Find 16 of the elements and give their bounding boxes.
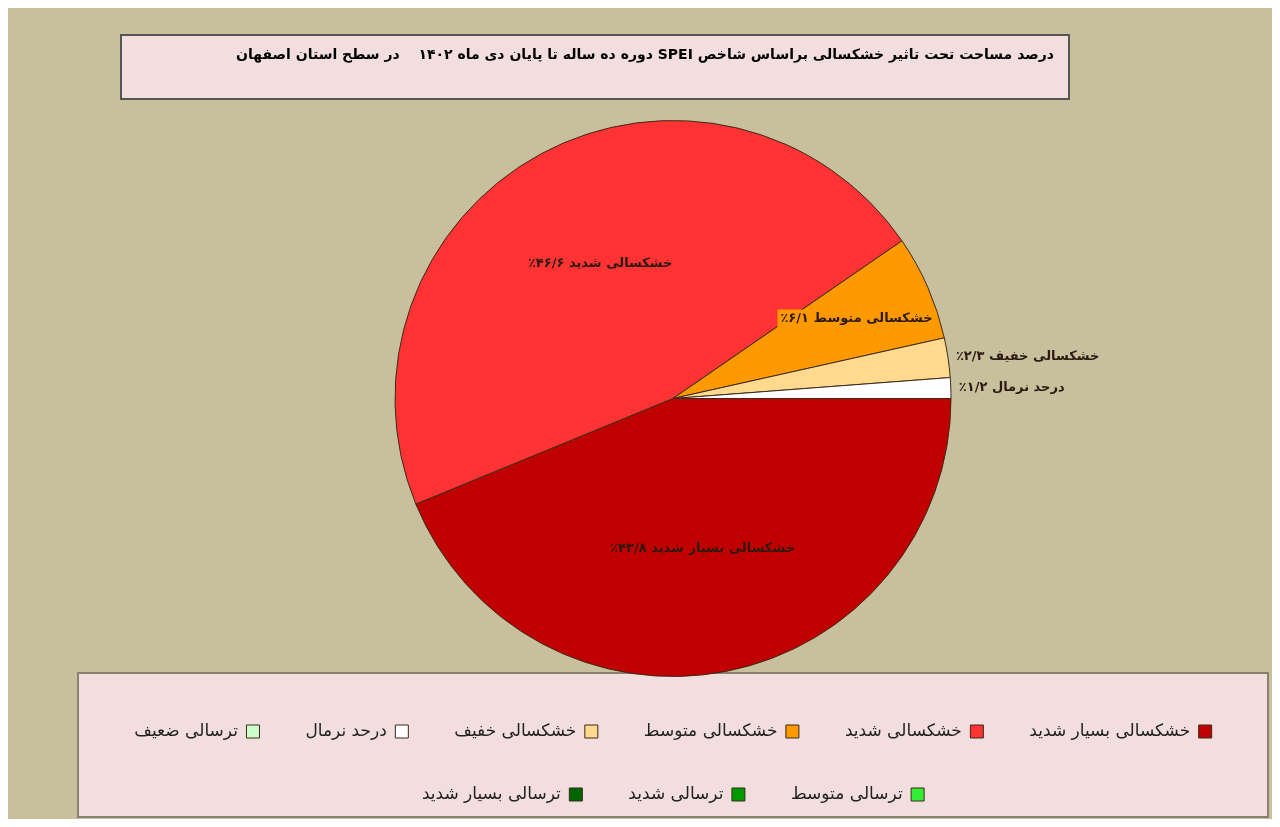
category-label: خشکسالی بسیار شدید ۴۳/۸٪ <box>610 539 796 555</box>
legend-label: خشکسالی شدید <box>844 719 962 740</box>
legend-label: خشکسالی خفیف <box>454 719 577 740</box>
category-label: درحد نرمال ۱/۲٪ <box>958 379 1065 395</box>
category-label: خشکسالی شدید ۴۶/۶٪ <box>527 255 673 271</box>
legend-label: ترسالی متوسط <box>790 782 903 803</box>
legend-label: درحد نرمال <box>305 719 387 740</box>
category-label: خشکسالی متوسط ۶/۱٪ <box>780 309 933 325</box>
legend-label: خشکسالی بسیار شدید <box>1029 719 1191 740</box>
category-label: خشکسالی خفیف ۲/۳٪ <box>955 347 1100 363</box>
legend-label: خشکسالی متوسط <box>643 719 778 740</box>
legend-label: ترسالی ضعیف <box>134 719 239 740</box>
legend-label: ترسالی شدید <box>628 782 724 803</box>
legend-label: ترسالی بسیار شدید <box>421 782 562 803</box>
chart-title: درصد مساحت تحت تاثیر خشکسالی براساس شاخص SPEI دوره ده ساله تا پایان دی ماه ۱۴۰۲ <box>418 46 1054 62</box>
chart-subtitle: در سطح استان اصفهان <box>236 46 400 62</box>
